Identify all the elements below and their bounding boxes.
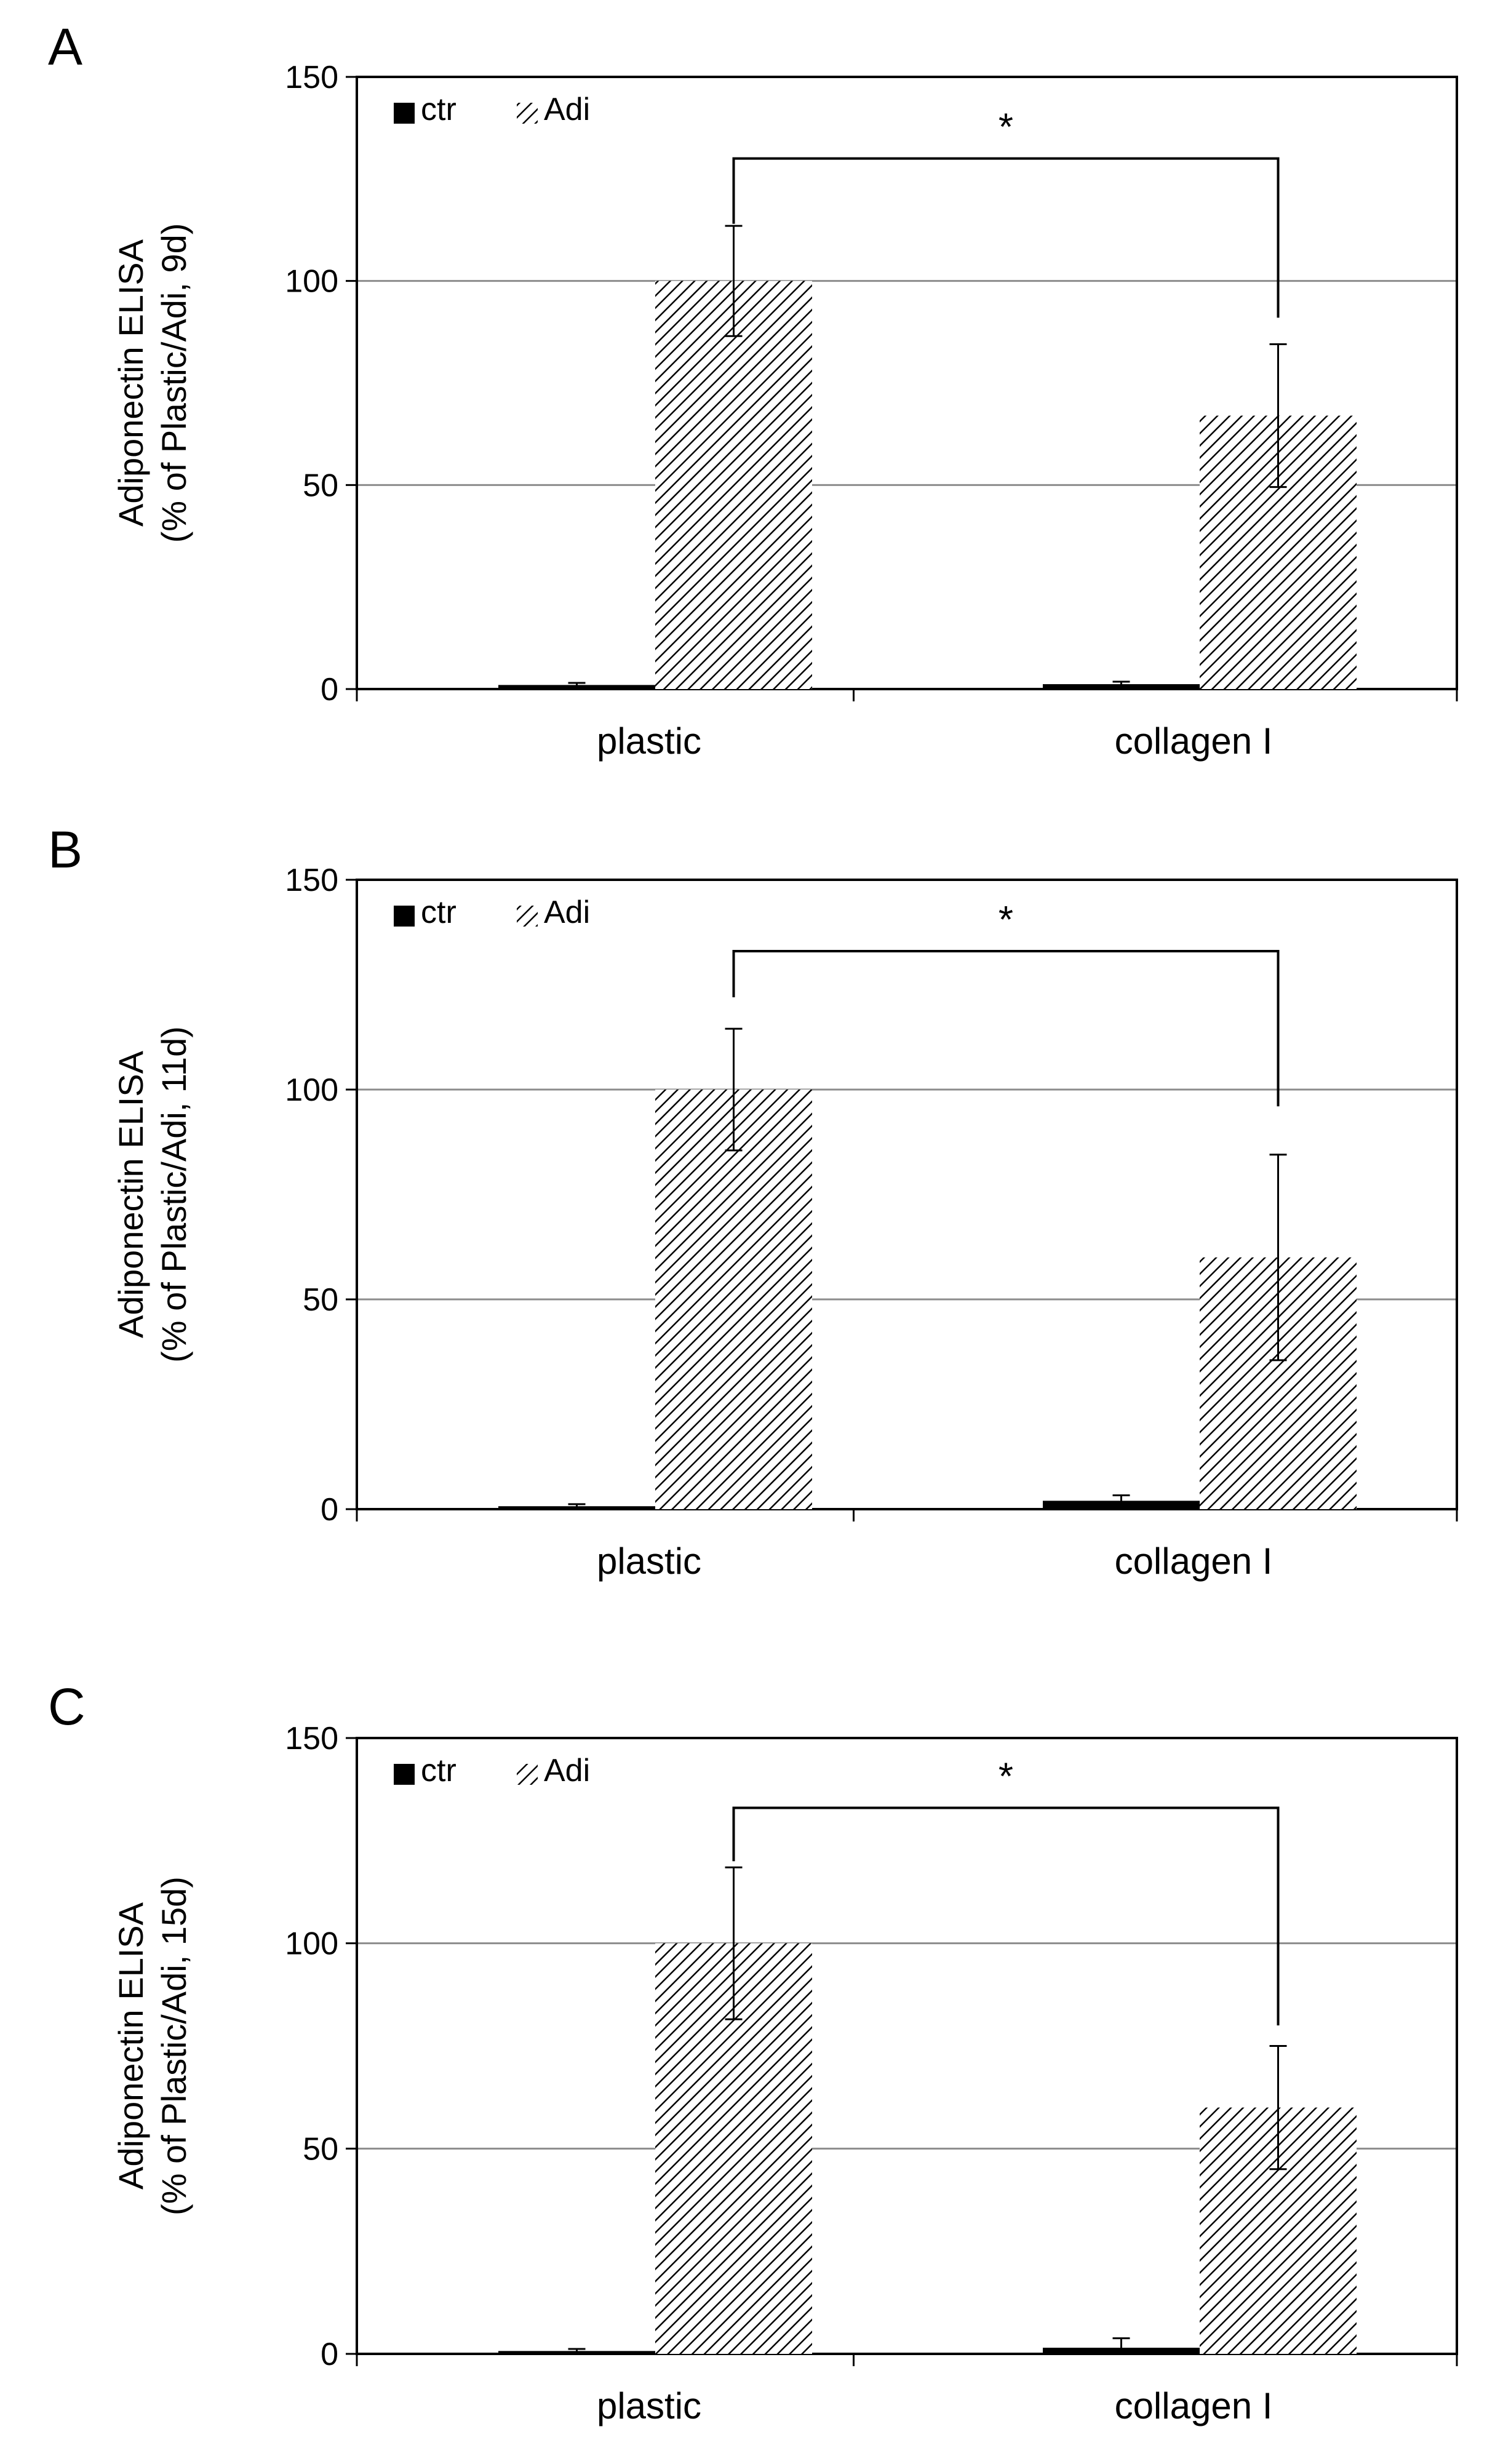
x-category-label: plastic — [597, 2385, 701, 2426]
y-tick-label: 150 — [285, 60, 338, 95]
panel-letter: C — [48, 1678, 86, 1736]
x-category-label: plastic — [597, 720, 701, 762]
legend-label: Adi — [544, 895, 590, 930]
y-tick-label: 0 — [321, 2337, 338, 2372]
y-tick-label: 0 — [321, 1492, 338, 1528]
y-tick-label: 100 — [285, 264, 338, 300]
y-tick-label: 50 — [303, 468, 338, 503]
x-category-label: collagen I — [1115, 1541, 1273, 1582]
legend-swatch-ctr — [394, 906, 415, 927]
y-tick-label: 50 — [303, 2131, 338, 2167]
legend-swatch-adi — [517, 1764, 538, 1785]
y-tick-label: 150 — [285, 863, 338, 898]
plot-frame — [356, 76, 1458, 690]
y-axis-label: Adiponectin ELISA — [111, 1902, 150, 2190]
y-tick-label: 100 — [285, 1072, 338, 1108]
legend-swatch-ctr — [394, 103, 415, 124]
chart-panel-c: C 0 50 100 150 Adiponectin ELISA (% of Plastic… — [48, 1678, 1458, 2426]
y-tick-label: 0 — [321, 672, 338, 708]
significance-bracket — [732, 949, 1280, 1107]
y-tick-label: 50 — [303, 1282, 338, 1318]
plot-frame — [356, 879, 1458, 1510]
bar-adi — [655, 1090, 812, 1509]
legend-label: ctr — [421, 92, 456, 127]
significance-star: * — [999, 899, 1013, 941]
x-category-label: collagen I — [1115, 720, 1273, 762]
panel-letter: B — [48, 821, 82, 879]
y-tick-label: 150 — [285, 1721, 338, 1756]
plot-frame — [356, 1737, 1458, 2355]
legend-label: ctr — [421, 1753, 456, 1788]
significance-bracket — [732, 157, 1280, 318]
significance-star: * — [999, 106, 1013, 149]
significance-star: * — [999, 1755, 1013, 1798]
y-axis-label: (% of Plastic/Adi, 11d) — [154, 1026, 193, 1363]
y-axis-label: (% of Plastic/Adi, 15d) — [154, 1876, 193, 2215]
y-axis-label: Adiponectin ELISA — [111, 1050, 150, 1338]
significance-bracket — [732, 1806, 1280, 2026]
legend-label: Adi — [544, 92, 590, 127]
legend-label: ctr — [421, 895, 456, 930]
legend-swatch-ctr — [394, 1764, 415, 1785]
legend-swatch-adi — [517, 103, 538, 124]
panel-letter: A — [48, 18, 82, 76]
chart-panel-a: A 0 50 100 150 Adiponectin ELISA (% of Plastic… — [48, 18, 1458, 762]
y-axis-label: Adiponectin ELISA — [111, 239, 150, 527]
bar-adi — [655, 281, 812, 690]
x-category-label: collagen I — [1115, 2385, 1273, 2426]
x-category-label: plastic — [597, 1541, 701, 1582]
chart-panel-b: B 0 50 100 150 Adiponectin ELISA (% of Plastic… — [48, 821, 1458, 1582]
legend-swatch-adi — [517, 906, 538, 927]
y-axis-label: (% of Plastic/Adi, 9d) — [154, 223, 193, 543]
y-tick-label: 100 — [285, 1926, 338, 1962]
legend-label: Adi — [544, 1753, 590, 1788]
